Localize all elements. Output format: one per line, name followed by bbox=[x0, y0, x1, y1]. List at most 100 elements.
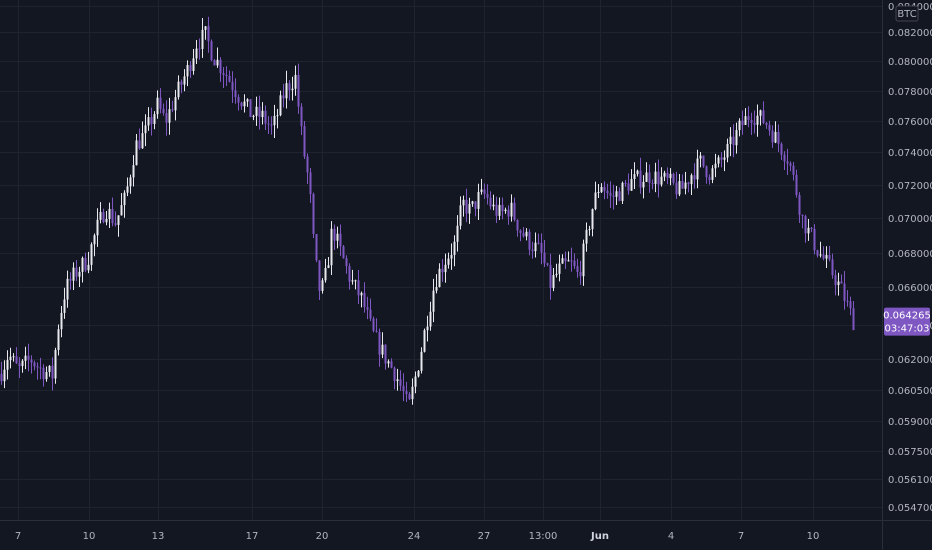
candle-body bbox=[741, 120, 744, 125]
candle-body bbox=[66, 278, 69, 300]
candle-body bbox=[417, 370, 420, 377]
candle-body bbox=[195, 48, 198, 59]
candle-body bbox=[783, 154, 786, 162]
candle-body bbox=[753, 122, 756, 125]
candle-body bbox=[654, 171, 657, 184]
candle-body bbox=[840, 281, 843, 284]
candle-body bbox=[24, 355, 27, 361]
candle-body bbox=[126, 186, 129, 193]
candle-body bbox=[771, 130, 774, 143]
candle-body bbox=[714, 163, 717, 169]
candle-body bbox=[534, 242, 537, 252]
candle-body bbox=[405, 391, 408, 395]
candle-body bbox=[42, 367, 45, 380]
candle-body bbox=[201, 29, 204, 49]
candle-body bbox=[834, 275, 837, 286]
price-tick-label: 0.070000 bbox=[888, 214, 932, 225]
time-tick-label: 7 bbox=[15, 531, 21, 542]
candle-body bbox=[786, 161, 789, 164]
candle-body bbox=[372, 318, 375, 331]
candle-body bbox=[708, 177, 711, 180]
candle-body bbox=[564, 258, 567, 261]
candle-body bbox=[465, 199, 468, 214]
candle-body bbox=[33, 362, 36, 367]
candle-body bbox=[69, 278, 72, 281]
candle-body bbox=[168, 109, 171, 123]
currency-label: BTC bbox=[897, 9, 916, 20]
candles bbox=[0, 16, 855, 405]
candle-body bbox=[156, 97, 159, 115]
candle-body bbox=[267, 123, 270, 125]
candle-body bbox=[15, 356, 18, 364]
candle-body bbox=[312, 194, 315, 234]
candle-body bbox=[324, 267, 327, 281]
candle-body bbox=[162, 108, 165, 114]
candle-body bbox=[678, 181, 681, 195]
candle-body bbox=[618, 191, 621, 201]
candle-body bbox=[477, 191, 480, 209]
candle-body bbox=[510, 202, 513, 217]
candle-body bbox=[225, 74, 228, 76]
candle-body bbox=[36, 366, 39, 368]
candle-body bbox=[795, 174, 798, 196]
price-tick-label: 0.076000 bbox=[888, 117, 932, 128]
candle-body bbox=[450, 254, 453, 259]
candle-body bbox=[285, 83, 288, 99]
candle-body bbox=[264, 110, 267, 124]
candle-body bbox=[198, 48, 201, 50]
candle-body bbox=[6, 360, 9, 370]
candle-body bbox=[648, 172, 651, 184]
time-tick-label: 10 bbox=[83, 531, 96, 542]
candle-body bbox=[378, 331, 381, 355]
price-tick-label: 0.072000 bbox=[888, 181, 932, 192]
candle-body bbox=[150, 117, 153, 125]
candle-body bbox=[852, 308, 855, 331]
candle-body bbox=[669, 173, 672, 179]
candle-body bbox=[354, 280, 357, 282]
candle-body bbox=[177, 81, 180, 98]
candle-body bbox=[597, 192, 600, 194]
candle-body bbox=[525, 231, 528, 237]
candle-body bbox=[837, 281, 840, 286]
candle-body bbox=[696, 158, 699, 180]
candle-body bbox=[27, 355, 30, 360]
candle-body bbox=[399, 379, 402, 386]
candle-body bbox=[303, 126, 306, 157]
candle-body bbox=[360, 292, 363, 296]
candle-body bbox=[87, 264, 90, 271]
grid bbox=[0, 0, 882, 520]
candle-body bbox=[645, 172, 648, 182]
price-tick-label: 0.068000 bbox=[888, 249, 932, 260]
candle-body bbox=[222, 73, 225, 75]
candle-body bbox=[336, 233, 339, 241]
candle-body bbox=[90, 244, 93, 265]
candle-body bbox=[318, 260, 321, 291]
candle-body bbox=[792, 165, 795, 175]
candle-body bbox=[690, 175, 693, 185]
candle-body bbox=[825, 254, 828, 259]
candle-body bbox=[255, 106, 258, 116]
candle-body bbox=[234, 90, 237, 98]
candle-body bbox=[78, 271, 81, 277]
candle-body bbox=[411, 386, 414, 400]
candle-body bbox=[180, 81, 183, 85]
candle-body bbox=[540, 242, 543, 253]
candle-body bbox=[240, 102, 243, 107]
candle-body bbox=[579, 271, 582, 277]
candle-body bbox=[117, 215, 120, 225]
candle-body bbox=[132, 165, 135, 178]
candle-body bbox=[129, 177, 132, 187]
candle-body bbox=[672, 173, 675, 183]
candle-body bbox=[387, 361, 390, 364]
candle-body bbox=[18, 363, 21, 367]
candle-body bbox=[474, 201, 477, 209]
candle-body bbox=[750, 119, 753, 123]
price-tick-label: 0.059000 bbox=[888, 417, 932, 428]
candle-body bbox=[687, 182, 690, 185]
candle-body bbox=[366, 307, 369, 310]
time-axis[interactable]: 7 10 13 17 20 24 27 13:00 Jun 4 7 10 bbox=[15, 531, 820, 542]
price-axis[interactable]: 0.0840000.0820000.0800000.0780000.076000… bbox=[888, 2, 932, 514]
candle-body bbox=[552, 275, 555, 289]
candle-body bbox=[828, 254, 831, 260]
candle-body bbox=[699, 155, 702, 159]
